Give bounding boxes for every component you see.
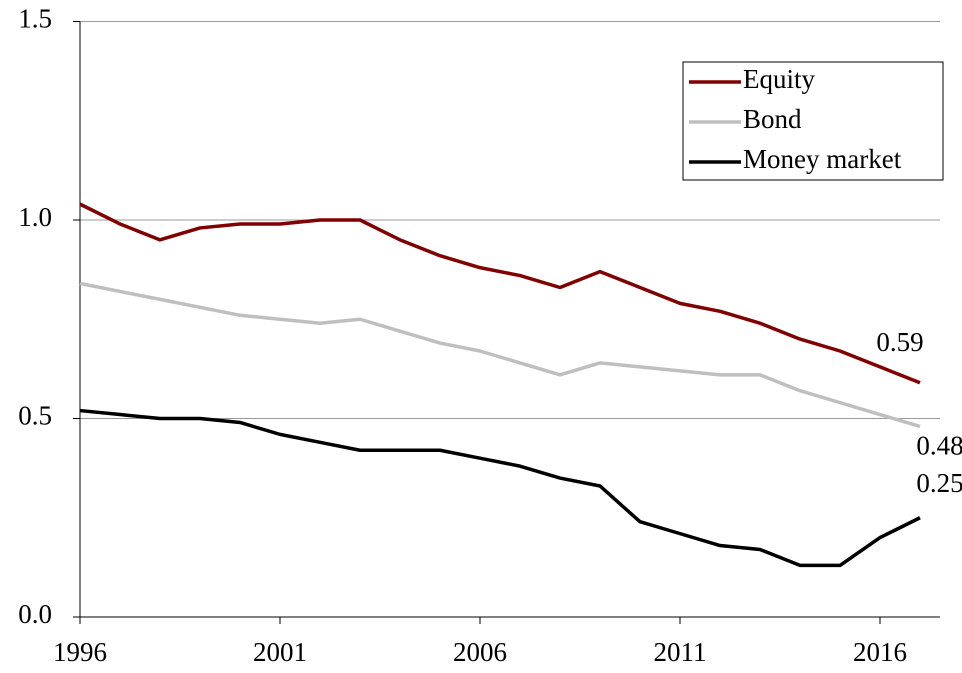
data-label: 0.25 <box>916 468 962 498</box>
legend: Equity Bond Money market <box>682 61 944 181</box>
x-tick-label: 2011 <box>654 637 707 667</box>
legend-label: Bond <box>743 104 802 134</box>
data-label: 0.48 <box>916 431 962 461</box>
x-tick-label: 2001 <box>253 637 307 667</box>
series-line <box>79 408 921 568</box>
series-line <box>79 281 921 429</box>
legend-label: Equity <box>743 64 815 94</box>
y-tick-label: 1.0 <box>18 202 52 232</box>
x-tick-label: 1996 <box>53 637 107 667</box>
y-tick-label: 0.5 <box>18 401 52 431</box>
x-tick-label: 2006 <box>453 637 507 667</box>
x-tick-label: 2016 <box>853 637 907 667</box>
legend-label: Money market <box>743 144 902 174</box>
series-line <box>79 202 921 385</box>
data-label: 0.59 <box>876 327 923 357</box>
y-tick-label: 0.0 <box>18 599 52 629</box>
y-tick-label: 1.5 <box>18 4 52 34</box>
